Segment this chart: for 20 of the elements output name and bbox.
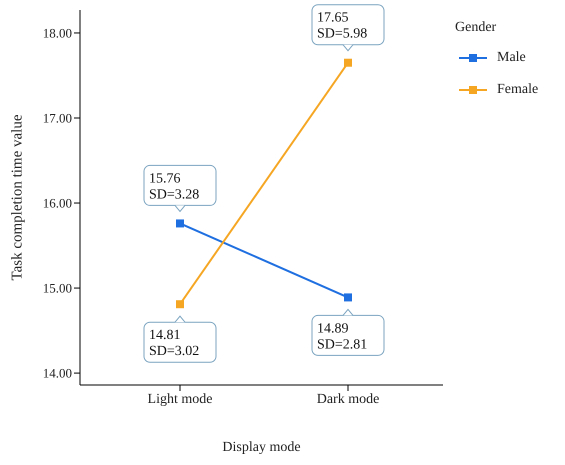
y-tick-label: 14.00 xyxy=(42,366,72,381)
y-tick-label: 18.00 xyxy=(42,26,72,41)
y-axis-title: Task completion time value xyxy=(9,114,26,280)
x-tick-label: Dark mode xyxy=(316,392,380,407)
point xyxy=(176,300,184,308)
data-label: 14.81 SD=3.02 xyxy=(149,328,200,360)
point xyxy=(176,219,184,228)
y-tick-label: 15.00 xyxy=(42,280,72,296)
data-label: 15.76 SD=3.28 xyxy=(149,171,200,202)
legend-label: Female xyxy=(497,82,538,98)
data-label: 14.89 SD=2.81 xyxy=(317,321,368,352)
x-tick-label: Light mode xyxy=(148,392,212,407)
x-axis-title: Display mode xyxy=(222,440,301,455)
data-label: 17.65 SD=5.98 xyxy=(317,10,368,42)
y-tick-label: 16.00 xyxy=(42,196,72,211)
y-tick-label: 17.00 xyxy=(42,110,72,126)
point xyxy=(344,293,352,302)
legend-title: Gender xyxy=(455,20,498,36)
point xyxy=(344,58,352,67)
legend-label: Male xyxy=(497,50,526,66)
